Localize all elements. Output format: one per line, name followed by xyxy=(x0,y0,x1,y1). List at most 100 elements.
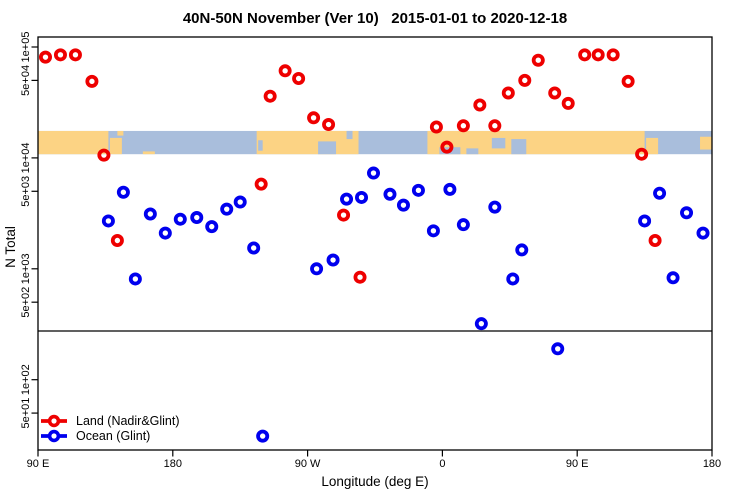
data-point-land xyxy=(429,120,443,134)
data-point-ocean xyxy=(116,185,130,199)
data-point-ocean xyxy=(696,226,710,240)
data-point-ocean xyxy=(653,186,667,200)
data-point-land xyxy=(606,48,620,62)
data-point-land xyxy=(85,74,99,88)
y-tick-label: 1e+04 xyxy=(20,142,32,173)
x-tick-label: 0 xyxy=(439,458,445,470)
data-point-ocean xyxy=(355,190,369,204)
data-point-land xyxy=(278,64,292,78)
data-point-ocean xyxy=(247,241,261,255)
data-point-land xyxy=(621,74,635,88)
x-tick-label: 180 xyxy=(164,458,182,470)
chart-title: 40N-50N November (Ver 10) 2015-01-01 to … xyxy=(182,10,568,27)
x-tick-label: 90 E xyxy=(566,458,589,470)
map-band-land xyxy=(109,137,122,155)
map-band-water xyxy=(491,137,506,149)
data-point-land xyxy=(561,96,575,110)
data-point-land xyxy=(531,53,545,67)
data-point-land xyxy=(53,48,67,62)
y-tick-label: 5e+04 xyxy=(20,65,32,96)
data-point-ocean xyxy=(680,206,694,220)
data-point-ocean xyxy=(367,166,381,180)
data-point-ocean xyxy=(256,429,270,443)
data-point-land xyxy=(648,233,662,247)
data-point-land xyxy=(254,177,268,191)
data-point-land xyxy=(38,50,52,64)
data-point-land xyxy=(501,86,515,100)
map-band-water xyxy=(511,139,527,155)
map-band-land xyxy=(142,151,155,155)
data-point-ocean xyxy=(638,214,652,228)
map-band-water xyxy=(346,130,353,140)
y-tick-label: 1e+02 xyxy=(20,364,32,395)
data-point-ocean xyxy=(310,262,324,276)
data-point-ocean xyxy=(205,220,219,234)
data-point-ocean xyxy=(396,198,410,212)
legend-marker-ocean xyxy=(47,429,61,443)
x-axis-title: Longitude (deg E) xyxy=(321,474,429,489)
x-tick-label: 90 E xyxy=(27,458,50,470)
y-tick-label: 5e+03 xyxy=(20,176,32,207)
data-point-ocean xyxy=(173,212,187,226)
data-point-land xyxy=(68,48,82,62)
map-band-water xyxy=(466,148,479,155)
y-tick-label: 5e+02 xyxy=(20,287,32,318)
data-point-land xyxy=(518,73,532,87)
data-point-ocean xyxy=(101,214,115,228)
data-point-ocean xyxy=(233,195,247,209)
data-point-land xyxy=(473,98,487,112)
map-band-land xyxy=(700,136,712,150)
data-point-ocean xyxy=(474,317,488,331)
map-band-land xyxy=(427,130,645,155)
data-point-land xyxy=(456,119,470,133)
data-point-ocean xyxy=(551,342,565,356)
data-point-ocean xyxy=(143,207,157,221)
data-point-land xyxy=(337,208,351,222)
legend-label-ocean: Ocean (Glint) xyxy=(76,429,151,443)
data-point-land xyxy=(322,118,336,132)
y-tick-label: 5e+01 xyxy=(20,398,32,429)
data-point-ocean xyxy=(326,253,340,267)
data-point-land xyxy=(488,119,502,133)
map-band-land xyxy=(38,130,109,155)
map-band-water xyxy=(258,140,263,151)
map-band-land xyxy=(646,137,659,155)
data-point-ocean xyxy=(488,200,502,214)
data-point-land xyxy=(578,48,592,62)
data-point-ocean xyxy=(666,271,680,285)
legend-marker-land xyxy=(47,414,61,428)
data-point-land xyxy=(97,148,111,162)
data-point-land xyxy=(548,86,562,100)
data-point-land xyxy=(635,147,649,161)
data-point-ocean xyxy=(340,192,354,206)
map-band-water xyxy=(318,141,337,155)
y-tick-label: 1e+03 xyxy=(20,253,32,284)
data-point-ocean xyxy=(220,202,234,216)
legend-label-land: Land (Nadir&Glint) xyxy=(76,414,180,428)
data-point-land xyxy=(110,233,124,247)
data-point-land xyxy=(307,111,321,125)
data-point-ocean xyxy=(443,182,457,196)
data-point-land xyxy=(591,48,605,62)
x-tick-label: 90 W xyxy=(295,458,321,470)
data-point-ocean xyxy=(456,218,470,232)
data-point-land xyxy=(263,89,277,103)
data-point-ocean xyxy=(190,211,204,225)
data-point-ocean xyxy=(515,243,529,257)
map-band-land xyxy=(117,130,124,136)
x-tick-label: 180 xyxy=(703,458,721,470)
data-point-ocean xyxy=(158,226,172,240)
plot-box xyxy=(37,36,713,451)
data-point-ocean xyxy=(426,224,440,238)
map-band-land xyxy=(256,130,359,155)
y-tick-label: 1e+05 xyxy=(20,32,32,63)
data-point-ocean xyxy=(383,187,397,201)
data-point-ocean xyxy=(411,183,425,197)
y-axis-title: N Total xyxy=(3,226,18,268)
data-point-land xyxy=(353,270,367,284)
data-point-ocean xyxy=(506,272,520,286)
data-point-ocean xyxy=(128,272,142,286)
data-point-land xyxy=(292,71,306,85)
